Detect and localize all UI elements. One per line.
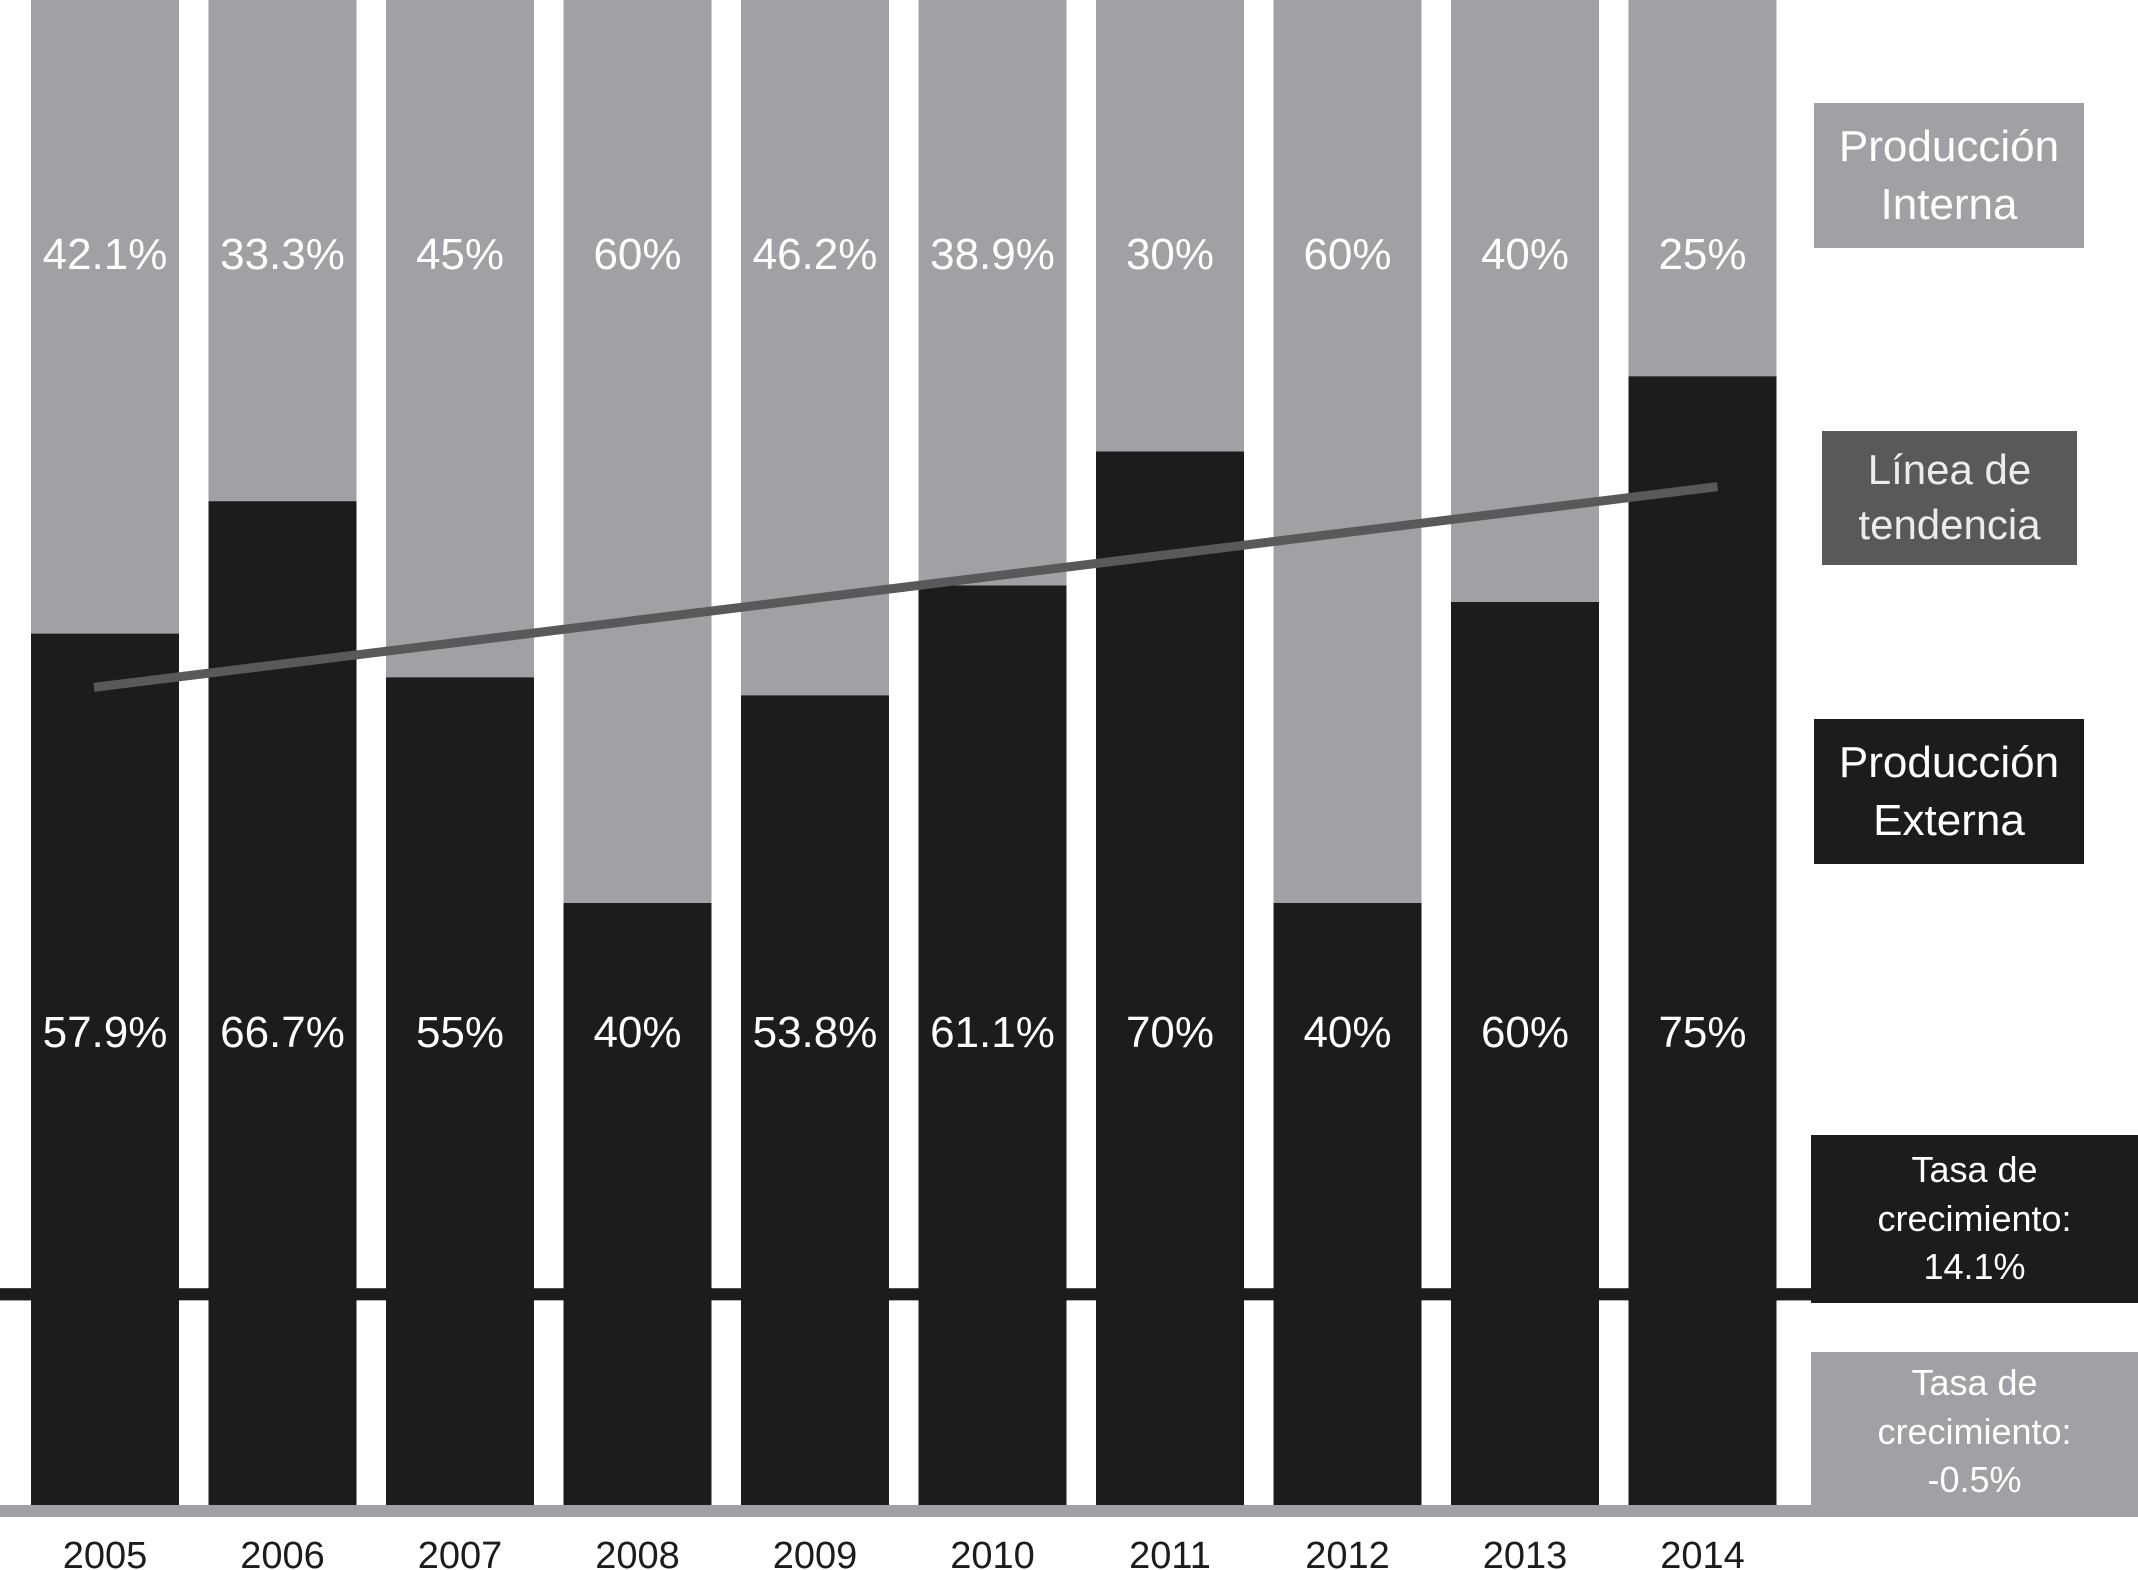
label-external-2006: 66.7% <box>220 1008 345 1057</box>
growth-rate-internal-line-1: Tasa de <box>1911 1362 2038 1404</box>
label-internal-2012: 60% <box>1303 230 1391 279</box>
bar-internal-2010 <box>918 0 1067 586</box>
label-internal-2009: 46.2% <box>753 230 878 279</box>
growth-rate-internal-line-2: crecimiento: <box>1877 1410 2072 1452</box>
label-external-2012: 40% <box>1303 1008 1391 1057</box>
x-tick-2005: 2005 <box>63 1535 148 1570</box>
label-internal-2010: 38.9% <box>930 230 1055 279</box>
bar-internal-2012 <box>1273 0 1422 903</box>
data-labels-layer: 42.1% 57.9% 33.3% 66.7% 45% 55% 60% 40% 46.2% 53.… <box>43 230 1747 1057</box>
legend-internal: Producción Interna <box>1814 103 2084 248</box>
x-tick-2007: 2007 <box>418 1535 503 1570</box>
growth-rate-internal: Tasa de crecimiento: -0.5% <box>1811 1352 2138 1512</box>
x-tick-2006: 2006 <box>240 1535 325 1570</box>
x-tick-2010: 2010 <box>950 1535 1035 1570</box>
bar-internal-2009 <box>741 0 889 696</box>
x-tick-labels-layer: 2005 2006 2007 2008 2009 2010 2011 2012 2013 2014 <box>63 1535 1745 1570</box>
bar-internal-2008 <box>563 0 712 903</box>
reference-line-overlay <box>0 1288 1811 1301</box>
bar-external-2013 <box>1451 602 1599 1505</box>
bar-external-2010 <box>918 585 1067 1505</box>
legend-internal-line-1: Producción <box>1838 122 2060 172</box>
bar-internal-2011 <box>1096 0 1244 452</box>
label-internal-2008: 60% <box>593 230 681 279</box>
legend-trend-line-1: Línea de <box>1867 446 2032 494</box>
label-external-2009: 53.8% <box>753 1008 878 1057</box>
bar-external-2005 <box>31 633 179 1505</box>
label-internal-2006: 33.3% <box>220 230 345 279</box>
x-axis-line <box>0 1505 2138 1517</box>
bar-external-2008 <box>563 903 712 1505</box>
legend-external: Producción Externa <box>1814 719 2084 864</box>
bar-internal-2006 <box>208 0 357 502</box>
bar-internal-2007 <box>386 0 534 678</box>
label-internal-2011: 30% <box>1126 230 1214 279</box>
legend-external-line-2: Externa <box>1873 795 2025 845</box>
label-external-2013: 60% <box>1481 1008 1569 1057</box>
x-tick-2013: 2013 <box>1483 1535 1568 1570</box>
x-tick-2011: 2011 <box>1129 1535 1211 1570</box>
bar-external-2009 <box>741 695 889 1505</box>
legend-trend-line-2: tendencia <box>1858 501 2041 548</box>
trend-line <box>93 482 1719 692</box>
label-external-2007: 55% <box>416 1008 504 1057</box>
bars-layer <box>0 0 2138 1517</box>
label-external-2014: 75% <box>1658 1008 1746 1057</box>
x-tick-2014: 2014 <box>1660 1535 1745 1570</box>
bar-external-2007 <box>386 677 534 1505</box>
growth-rate-external-line-1: Tasa de <box>1911 1149 2038 1191</box>
label-internal-2007: 45% <box>416 230 504 279</box>
label-external-2011: 70% <box>1126 1008 1214 1057</box>
bar-external-2006 <box>208 501 357 1505</box>
label-external-2005: 57.9% <box>43 1008 168 1057</box>
bar-internal-2014 <box>1628 0 1777 377</box>
bar-external-2011 <box>1096 451 1244 1505</box>
bar-external-2014 <box>1628 376 1777 1505</box>
legend-external-line-1: Producción <box>1838 738 2060 788</box>
label-internal-2013: 40% <box>1481 230 1569 279</box>
growth-rate-external: Tasa de crecimiento: 14.1% <box>1811 1135 2138 1303</box>
x-tick-2009: 2009 <box>773 1535 858 1570</box>
label-internal-2005: 42.1% <box>43 230 168 279</box>
growth-rate-internal-value: -0.5% <box>1927 1459 2022 1501</box>
x-tick-2008: 2008 <box>595 1535 680 1570</box>
label-internal-2014: 25% <box>1658 230 1746 279</box>
growth-rate-external-line-2: crecimiento: <box>1877 1197 2072 1239</box>
bar-external-2012 <box>1273 903 1422 1505</box>
x-tick-2012: 2012 <box>1305 1535 1390 1570</box>
legend-internal-line-2: Interna <box>1880 179 2018 229</box>
label-external-2008: 40% <box>593 1008 681 1057</box>
label-external-2010: 61.1% <box>930 1008 1055 1057</box>
growth-rate-external-value: 14.1% <box>1923 1246 2026 1288</box>
bar-internal-2005 <box>31 0 179 634</box>
legend-trend-line: Línea de tendencia <box>1822 431 2077 565</box>
